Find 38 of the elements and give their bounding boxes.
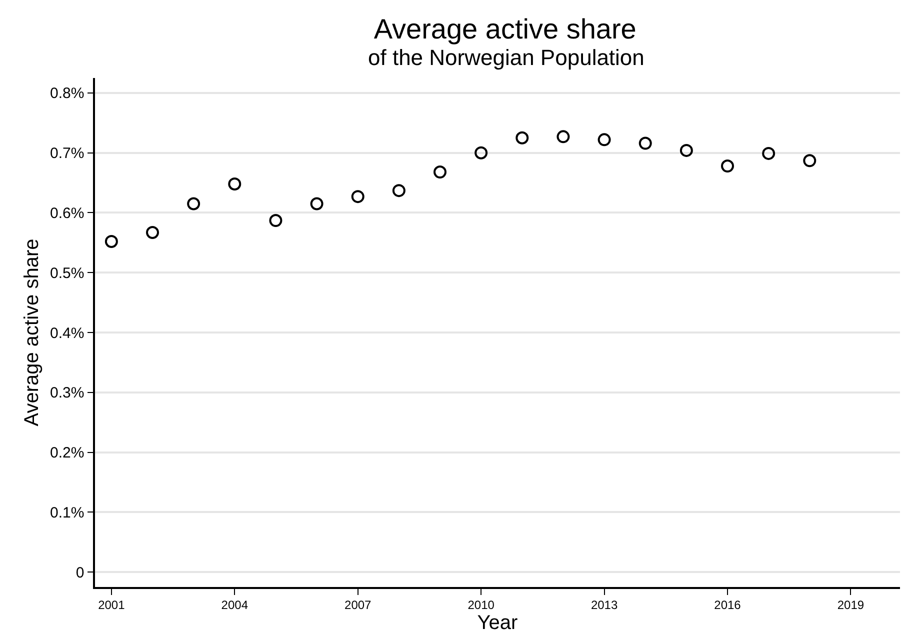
- chart-subtitle: of the Norwegian Population: [368, 45, 644, 70]
- y-tick-label: 0: [76, 564, 84, 582]
- point: [310, 197, 324, 210]
- y-tick-label: 0.4%: [50, 324, 84, 342]
- y-tick-label: 0.7%: [50, 145, 84, 162]
- x-tick-label: 2007: [344, 598, 372, 612]
- x-axis-title: Year: [477, 612, 518, 634]
- y-tick-label: 0.2%: [50, 444, 84, 462]
- point: [351, 190, 364, 204]
- x-tick-label: 2004: [221, 598, 248, 612]
- y-axis-title: Average active share: [21, 238, 44, 426]
- y-tick-label: 0.3%: [50, 384, 84, 402]
- y-tick-label: 0.6%: [50, 204, 84, 222]
- x-tick-label: 2010: [468, 598, 495, 612]
- y-tick-label: 0.8%: [50, 85, 84, 102]
- point: [434, 166, 446, 179]
- point: [762, 146, 776, 160]
- point: [474, 146, 488, 160]
- x-tick-label: 2013: [590, 598, 618, 612]
- chart-title: Average active share: [374, 14, 636, 45]
- point: [721, 160, 734, 173]
- point: [638, 136, 652, 150]
- y-tick-label: 0.5%: [50, 264, 84, 282]
- point: [680, 144, 693, 157]
- y-tick-label: 0.1%: [50, 504, 84, 522]
- point: [146, 226, 159, 239]
- point: [269, 214, 282, 228]
- x-tick-label: 2016: [714, 598, 742, 612]
- point: [598, 133, 611, 146]
- point: [392, 184, 406, 198]
- point: [803, 154, 816, 168]
- x-tick-label: 2001: [98, 598, 126, 612]
- point: [187, 197, 200, 210]
- point: [104, 234, 118, 248]
- point: [228, 177, 242, 190]
- x-tick-label: 2019: [837, 598, 864, 612]
- point: [516, 131, 529, 144]
- point: [556, 130, 570, 144]
